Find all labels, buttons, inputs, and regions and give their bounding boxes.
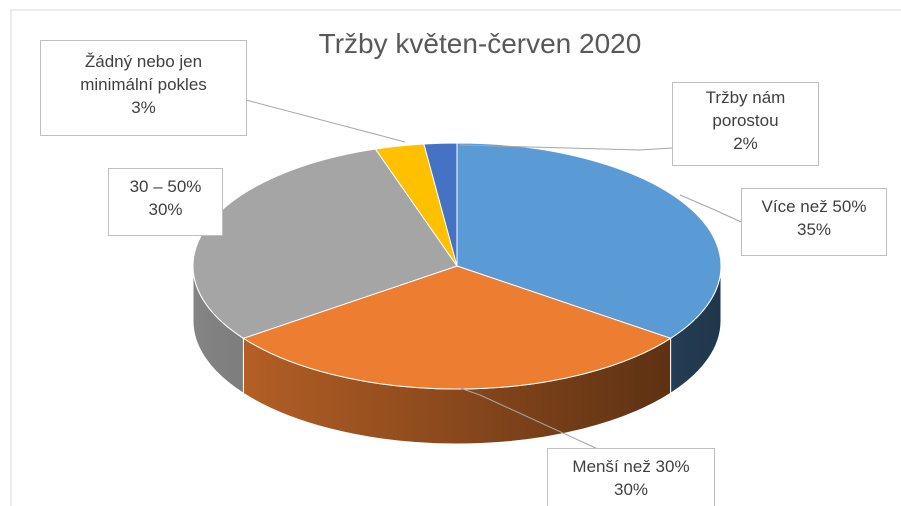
label-value: 30% [148, 200, 183, 219]
data-label: Žádný nebo jen minimální pokles 3% [40, 40, 247, 136]
label-value: 3% [131, 98, 156, 117]
label-category: 30 – 50% [129, 177, 202, 196]
label-category: Menší než 30% [572, 457, 690, 476]
leader-line [459, 387, 601, 451]
slice [423, 142, 458, 267]
leader-line [679, 194, 742, 223]
label-category: Žádný nebo jen minimální pokles [80, 52, 207, 94]
data-label: 30 – 50% 30% [108, 168, 223, 236]
chart-title: Tržby květen-červen 2020 [318, 28, 642, 59]
label-value: 35% [796, 220, 832, 239]
data-label: Více než 50% 35% [741, 188, 887, 256]
slices [192, 142, 722, 445]
slice [242, 265, 672, 390]
data-label: Tržby nám porostou 2% [672, 82, 819, 166]
label-category: Více než 50% [761, 197, 867, 216]
chart-frame [10, 9, 901, 506]
data-label: Menší než 30% 30% [547, 448, 715, 506]
slice [456, 142, 722, 339]
label-value: 30% [613, 480, 649, 499]
leader-line [459, 144, 673, 151]
leader-lines [245, 99, 742, 451]
leader-line [245, 99, 406, 143]
label-value: 2% [733, 134, 758, 153]
label-category: Tržby nám porostou [705, 88, 786, 130]
